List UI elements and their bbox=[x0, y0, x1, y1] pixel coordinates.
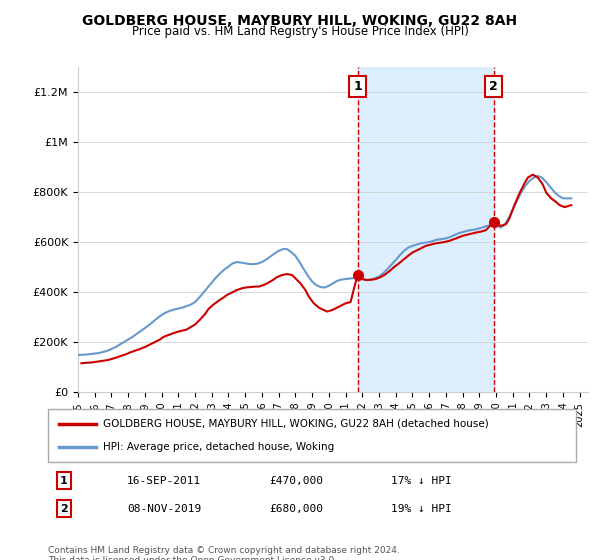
Text: 19% ↓ HPI: 19% ↓ HPI bbox=[391, 504, 452, 514]
Text: HPI: Average price, detached house, Woking: HPI: Average price, detached house, Woki… bbox=[103, 442, 335, 452]
FancyBboxPatch shape bbox=[48, 409, 576, 462]
Text: £470,000: £470,000 bbox=[270, 475, 324, 486]
Text: 16-SEP-2011: 16-SEP-2011 bbox=[127, 475, 202, 486]
Text: Price paid vs. HM Land Registry's House Price Index (HPI): Price paid vs. HM Land Registry's House … bbox=[131, 25, 469, 38]
Text: 2: 2 bbox=[489, 80, 498, 93]
Text: £680,000: £680,000 bbox=[270, 504, 324, 514]
Text: Contains HM Land Registry data © Crown copyright and database right 2024.
This d: Contains HM Land Registry data © Crown c… bbox=[48, 546, 400, 560]
Text: 1: 1 bbox=[60, 475, 68, 486]
Text: 17% ↓ HPI: 17% ↓ HPI bbox=[391, 475, 452, 486]
Text: GOLDBERG HOUSE, MAYBURY HILL, WOKING, GU22 8AH (detached house): GOLDBERG HOUSE, MAYBURY HILL, WOKING, GU… bbox=[103, 419, 489, 429]
Text: 2: 2 bbox=[60, 504, 68, 514]
Text: GOLDBERG HOUSE, MAYBURY HILL, WOKING, GU22 8AH: GOLDBERG HOUSE, MAYBURY HILL, WOKING, GU… bbox=[82, 14, 518, 28]
Text: 08-NOV-2019: 08-NOV-2019 bbox=[127, 504, 202, 514]
Bar bbox=[358, 67, 494, 392]
Text: 1: 1 bbox=[353, 80, 362, 93]
